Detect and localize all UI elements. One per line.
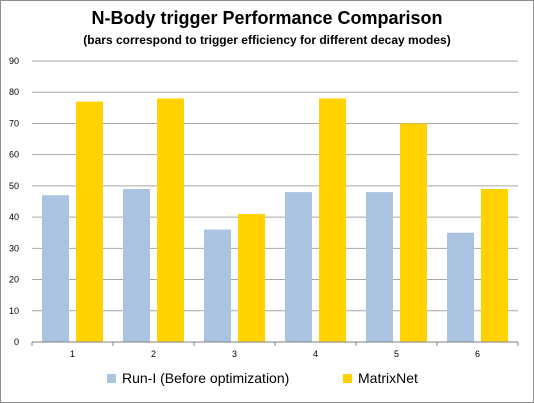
x-tick-label: 4 [313, 349, 318, 359]
bar-run-i [42, 195, 69, 342]
bar-matrixnet [76, 101, 103, 342]
legend-swatch-run-i [107, 374, 116, 383]
x-tick-label: 3 [232, 349, 237, 359]
chart-title: N-Body trigger Performance Comparison [91, 8, 443, 28]
y-tick-label: 30 [9, 243, 19, 253]
y-tick-label: 10 [9, 306, 19, 316]
y-tick-label: 80 [9, 87, 19, 97]
bar-run-i [447, 232, 474, 342]
legend: Run-I (Before optimization) MatrixNet [107, 370, 418, 386]
bar-run-i [366, 192, 393, 342]
bar-matrixnet [481, 189, 508, 342]
y-tick-label: 60 [9, 150, 19, 160]
bar-matrixnet [400, 123, 427, 342]
bar-run-i [285, 192, 312, 342]
chart-subtitle: (bars correspond to trigger efficiency f… [83, 33, 451, 47]
bar-matrixnet [238, 213, 265, 342]
y-tick-label: 70 [9, 118, 19, 128]
y-tick-label: 40 [9, 212, 19, 222]
bars [42, 98, 508, 342]
y-tick-label: 20 [9, 275, 19, 285]
grid-lines [32, 60, 518, 343]
x-tick-label: 6 [475, 349, 480, 359]
legend-swatch-matrixnet [343, 374, 352, 383]
y-tick-label: 50 [9, 181, 19, 191]
legend-label-run-i: Run-I (Before optimization) [122, 370, 289, 386]
y-tick-label: 90 [9, 56, 19, 66]
y-tick-label: 0 [14, 337, 19, 347]
x-axis-ticks: 1 2 3 4 5 6 [31, 342, 519, 359]
bar-matrixnet [319, 98, 346, 342]
x-tick-label: 5 [394, 349, 399, 359]
bar-run-i [204, 229, 231, 342]
y-axis-ticks: 0 10 20 30 40 50 60 70 80 90 [9, 56, 19, 347]
bar-matrixnet [157, 98, 184, 342]
x-tick-label: 1 [70, 349, 75, 359]
bar-run-i [123, 189, 150, 342]
x-tick-label: 2 [151, 349, 156, 359]
legend-label-matrixnet: MatrixNet [358, 370, 418, 386]
